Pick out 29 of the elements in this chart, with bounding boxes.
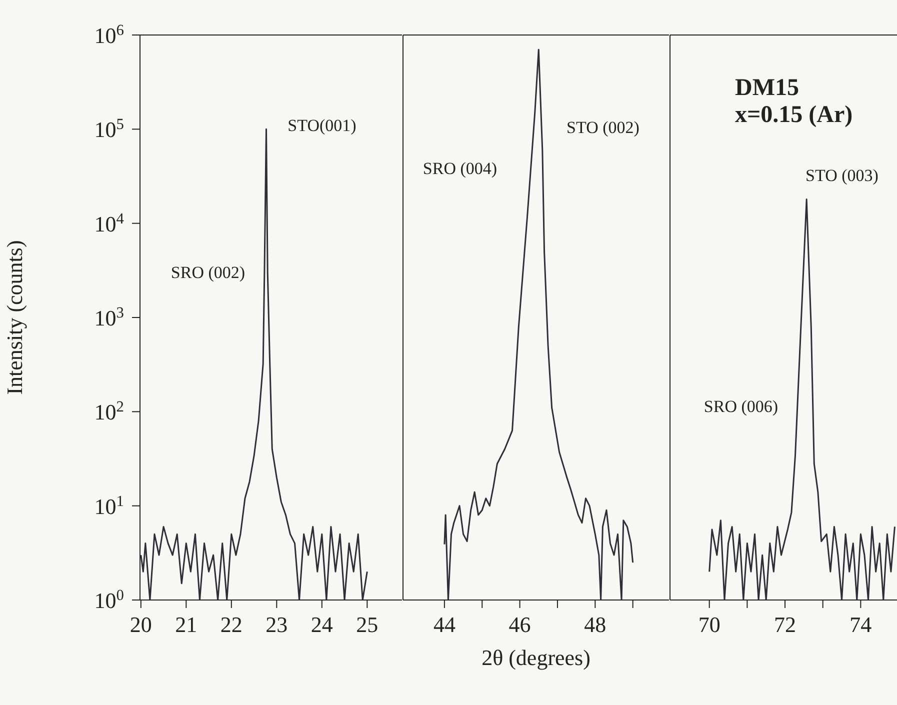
x-tick-label: 46: [508, 612, 531, 637]
annotation: STO (002): [566, 118, 640, 137]
x-tick-label: 21: [175, 612, 198, 637]
x-tick-label: 48: [584, 612, 606, 637]
annotation: STO (003): [806, 166, 878, 185]
x-tick-label: 74: [850, 612, 872, 637]
y-tick-label: 10$^{3}$: [94, 304, 124, 330]
annotation: SRO (004): [422, 159, 498, 178]
y-tick-label: 10$^{5}$: [94, 116, 124, 142]
x-tick-label: 23: [266, 612, 288, 637]
x-tick-label: 44: [433, 612, 456, 637]
annotation: DM15: [735, 75, 799, 101]
y-tick-label: 10$^{1}$: [94, 492, 124, 519]
x-tick-label: 22: [220, 612, 242, 637]
x-tick-label: 70: [698, 612, 720, 637]
y-tick-label: 10$^{0}$: [94, 586, 124, 613]
y-tick-label: 10$^{6}$: [94, 22, 124, 48]
x-axis-title: 2θ (degrees): [482, 645, 590, 670]
x-tick-label: 72: [774, 612, 796, 637]
y-axis-title: Intensity (counts): [2, 240, 27, 395]
x-tick-label: 20: [130, 612, 152, 637]
y-tick-label: 10$^{4}$: [94, 210, 124, 236]
annotation: x=0.15 (Ar): [735, 102, 853, 128]
y-tick-label: 10$^{2}$: [94, 398, 124, 425]
annotation: SRO (002): [170, 263, 246, 282]
x-tick-label: 24: [310, 612, 333, 637]
annotation: SRO (006): [704, 397, 778, 416]
annotation: STO(001): [288, 116, 356, 135]
x-tick-label: 25: [356, 612, 378, 637]
